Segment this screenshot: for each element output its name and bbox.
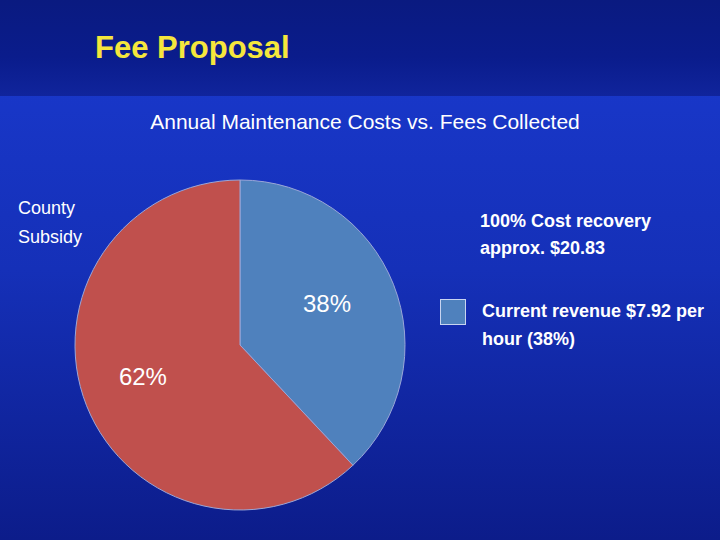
html-text:Annual Maintenance Costs vs. F: Annual Maintenance Costs vs. Fees Collec… xyxy=(150,110,580,133)
svg-text:38%: 38% xyxy=(303,290,351,317)
html-text:Current revenue $7.92 per hour: Current revenue $7.92 per hour (38%) xyxy=(482,301,705,349)
html-text:County Subsidy: County Subsidy xyxy=(18,198,82,247)
svg-text:62%: 62% xyxy=(119,363,167,390)
html-text:100% Cost recovery approx. $20: 100% Cost recovery approx. $20.83 xyxy=(480,211,652,258)
html-text:Fee Proposal: Fee Proposal xyxy=(95,30,290,65)
